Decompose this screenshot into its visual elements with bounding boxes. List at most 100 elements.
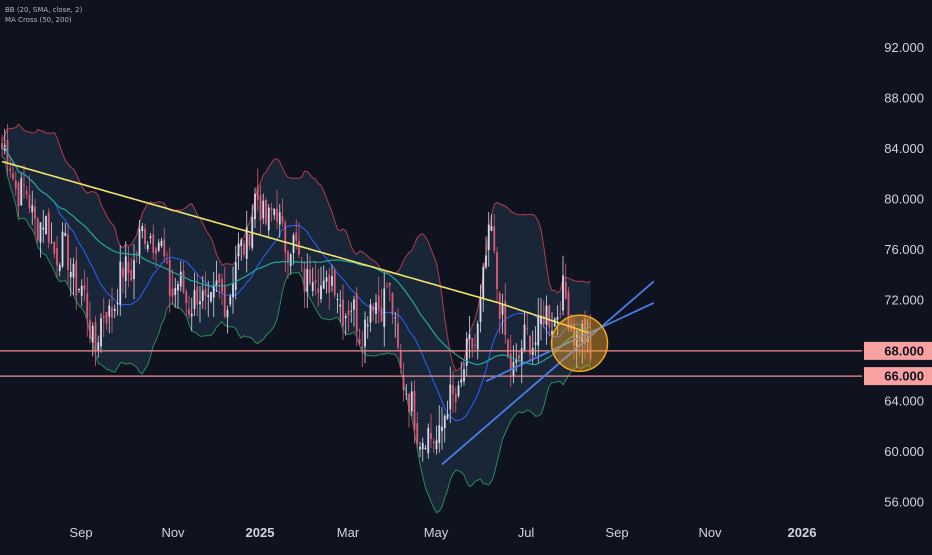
trendlines[interactable] — [441, 280, 655, 466]
candle-body — [105, 311, 108, 324]
y-tick-label: 60.000 — [884, 444, 924, 459]
candle-body — [9, 168, 12, 172]
candle-body — [452, 385, 454, 395]
candle-body — [287, 251, 289, 262]
candle-body — [237, 243, 240, 257]
candle-body — [498, 293, 501, 319]
candle-body — [256, 186, 259, 201]
candle-body — [490, 226, 493, 231]
candle-body — [182, 270, 185, 293]
candle-body — [144, 228, 146, 244]
candle-body — [567, 291, 570, 329]
candle-body — [331, 276, 333, 286]
x-tick-label: 2025 — [246, 525, 275, 540]
candle-body — [443, 415, 446, 429]
candle-body — [328, 274, 331, 293]
candle-body — [402, 374, 405, 391]
candle-body — [507, 339, 509, 357]
candle-body — [405, 393, 408, 395]
candle-body — [17, 182, 20, 207]
candle-body — [190, 313, 193, 317]
candle-body — [482, 266, 485, 299]
candle-body — [254, 193, 256, 220]
candle-body — [479, 297, 482, 322]
ma-200-line — [1, 160, 591, 335]
candle-body — [460, 379, 463, 383]
candle-body — [504, 300, 507, 336]
candle-body — [185, 291, 188, 304]
candle-body — [441, 426, 443, 432]
candle-body — [226, 309, 229, 318]
candle-body — [273, 208, 276, 216]
candle-body — [408, 393, 410, 412]
candle-body — [67, 234, 69, 271]
candle-body — [476, 323, 479, 350]
legend-ma-cross[interactable]: MA Cross (50, 200) — [5, 16, 72, 24]
candle-body — [69, 271, 72, 278]
candle-body — [309, 269, 311, 284]
candle-body — [31, 205, 34, 213]
candle-body — [138, 228, 141, 257]
candle-body — [366, 324, 369, 327]
candle-body — [204, 288, 207, 296]
candle-body — [394, 317, 397, 319]
candle-body — [146, 244, 149, 250]
candle-body — [267, 207, 270, 231]
x-tick-label: Jul — [518, 525, 535, 540]
highlight-circle[interactable] — [550, 314, 609, 373]
bb-upper-line — [1, 123, 591, 372]
bb-band-fill — [2, 124, 591, 513]
candle-body — [432, 441, 435, 444]
candle-body — [421, 442, 424, 450]
candle-body — [388, 282, 391, 286]
candle-body — [383, 288, 386, 327]
candle-body — [108, 305, 111, 317]
support-lines[interactable] — [0, 350, 862, 377]
candle-body — [556, 316, 559, 320]
candle-body — [193, 290, 196, 309]
candle-body — [300, 260, 303, 262]
candle-body — [141, 226, 144, 232]
candle-body — [303, 269, 306, 292]
candle-body — [540, 315, 542, 325]
candle-body — [262, 200, 265, 219]
candle-body — [111, 307, 113, 318]
candle-body — [485, 255, 487, 268]
candle-body — [278, 212, 281, 225]
candle-body — [413, 391, 416, 430]
candle-body — [116, 303, 119, 305]
candle-body — [53, 241, 56, 254]
time-axis[interactable]: Sep Nov 2025 Mar May Jul Sep Nov 2026 — [69, 525, 816, 540]
candle-body — [166, 261, 168, 263]
x-tick-label: May — [424, 525, 449, 540]
candle-body — [232, 283, 234, 298]
candle-body — [80, 285, 83, 296]
candle-body — [218, 274, 221, 283]
candle-body — [75, 260, 78, 296]
legend-bb[interactable]: BB (20, SMA, close, 2) — [5, 6, 83, 14]
candle-body — [529, 335, 531, 355]
candle-body — [559, 313, 562, 315]
candle-body — [336, 298, 339, 301]
candle-body — [23, 184, 25, 186]
candle-body — [333, 270, 336, 296]
candle-body — [89, 319, 91, 339]
price-axis[interactable]: 56.000 60.000 64.000 68.000 72.000 76.000 80.0… — [864, 40, 932, 509]
candle-body — [64, 232, 67, 236]
candle-body — [78, 288, 80, 291]
candle-body — [240, 239, 243, 246]
candle-body — [100, 318, 102, 347]
candle-body — [457, 385, 460, 397]
candlestick-series — [1, 123, 592, 462]
moving-averages — [1, 146, 591, 366]
candle-body — [545, 305, 548, 325]
candle-body — [361, 346, 364, 349]
candle-body — [424, 447, 427, 450]
candle-body — [229, 296, 232, 305]
x-tick-label: 2026 — [788, 525, 817, 540]
candle-body — [399, 350, 402, 369]
candle-body — [364, 319, 366, 347]
candle-body — [234, 262, 237, 290]
